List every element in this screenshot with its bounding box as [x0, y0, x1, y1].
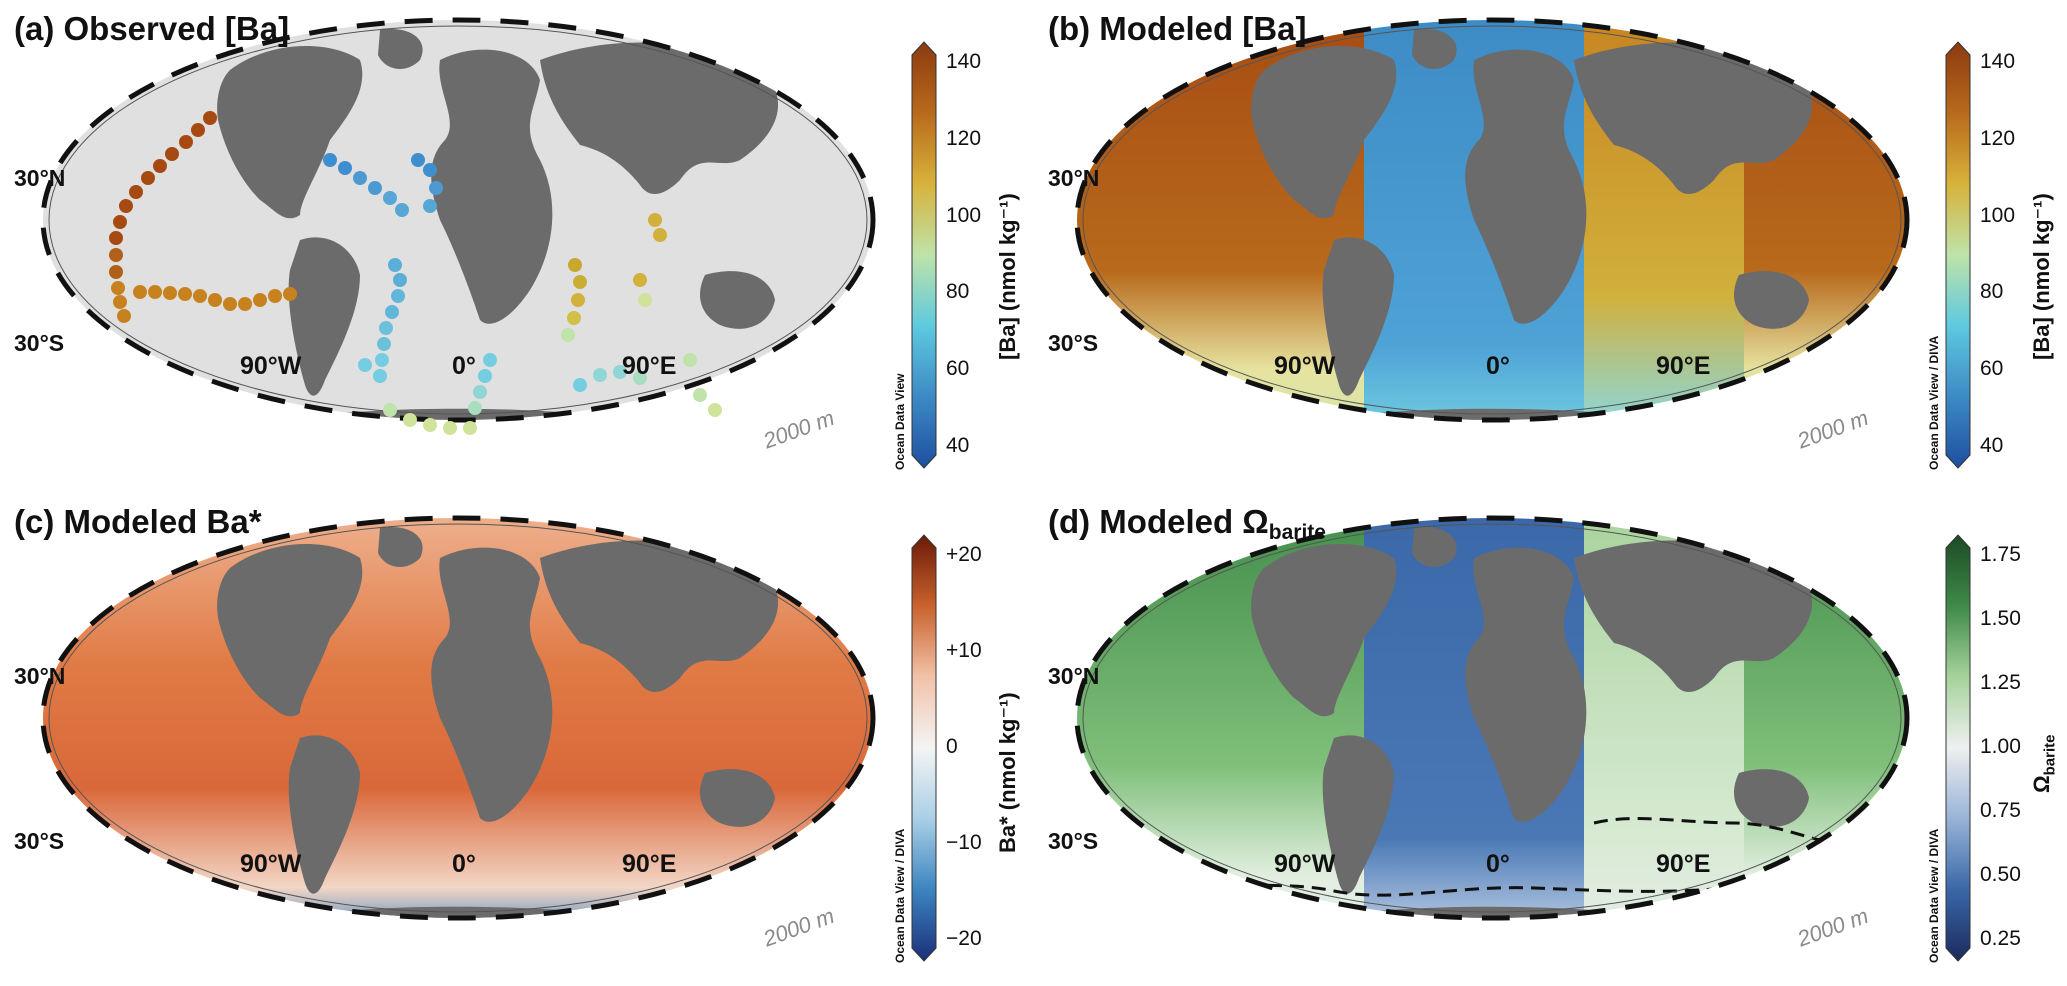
colorbar-tick: 120	[946, 126, 982, 150]
colorbar-tick: 100	[1980, 203, 2016, 227]
colorbar-label-a: [Ba] (nmol kg⁻¹)	[995, 193, 1020, 360]
panel-title-c: (c) Modeled Ba*	[14, 503, 262, 540]
panel-b	[1034, 0, 2067, 493]
lon-label-0: 0°	[452, 352, 476, 380]
lat-label-30s: 30°S	[1048, 330, 1099, 356]
data-credit: Ocean Data View / DIVA	[1927, 335, 1941, 470]
data-credit: Ocean Data View	[893, 373, 907, 471]
colorbar-label-c: Ba* (nmol kg⁻¹)	[995, 692, 1020, 853]
lat-label-30n: 30°N	[1048, 663, 1100, 689]
colorbar-c	[911, 534, 937, 962]
ocean-field-d	[1077, 518, 1907, 918]
lat-label-30s: 30°S	[1048, 828, 1099, 854]
colorbar-d	[1945, 534, 1971, 962]
lat-label-30n: 30°N	[14, 663, 66, 689]
lon-label-0: 0°	[452, 850, 476, 878]
colorbar-tick: 40	[946, 434, 970, 457]
colorbar-tick: +20	[946, 543, 982, 566]
colorbar-tick: 140	[946, 50, 982, 73]
colorbar-tick: 60	[946, 357, 970, 381]
colorbar-tick: 1.75	[1980, 543, 2021, 566]
panel-a	[0, 0, 1034, 493]
data-credit: Ocean Data View / DIVA	[1927, 828, 1941, 963]
saturation-contour	[1113, 861, 1865, 897]
colorbar-tick: 140	[1980, 50, 2016, 73]
map-c	[40, 515, 876, 921]
colorbar-tick: 40	[1980, 434, 2004, 457]
panel-d	[1034, 493, 2067, 986]
panel-c	[0, 493, 1034, 986]
colorbar-tick: 60	[1980, 357, 2004, 381]
map-a	[40, 17, 876, 435]
colorbar-tick: 1.25	[1980, 671, 2021, 694]
lon-label-90w: 90°W	[240, 352, 302, 380]
panel-title-d: (d) Modeled Ωbarite	[1048, 503, 1326, 544]
colorbar-tick: 0.50	[1980, 863, 2021, 886]
lat-label-30s: 30°S	[14, 330, 65, 356]
panel-title-b: (b) Modeled [Ba]	[1048, 10, 1307, 47]
lon-label-90w: 90°W	[1274, 850, 1336, 878]
data-credit: Ocean Data View / DIVA	[893, 828, 907, 963]
colorbar-tick: −10	[946, 831, 982, 854]
lat-label-30n: 30°N	[14, 165, 66, 191]
lon-label-0: 0°	[1486, 850, 1510, 878]
map-d	[1074, 515, 1910, 921]
lon-label-90w: 90°W	[1274, 352, 1336, 380]
colorbar-tick: 0	[946, 735, 958, 758]
lon-label-0: 0°	[1486, 352, 1510, 380]
colorbar-tick: 0.25	[1980, 927, 2021, 950]
colorbar-tick: 120	[1980, 126, 2016, 150]
lon-label-90e: 90°E	[1656, 352, 1711, 380]
panel-title-a: (a) Observed [Ba]	[14, 10, 290, 47]
colorbar-a	[911, 41, 937, 469]
ocean-field-c	[43, 518, 873, 918]
lon-label-90e: 90°E	[622, 850, 677, 878]
observation-points	[109, 111, 722, 435]
colorbar-tick: 1.00	[1980, 735, 2021, 758]
colorbar-tick: 100	[946, 203, 982, 227]
lon-label-90e: 90°E	[1656, 850, 1711, 878]
colorbar-tick: 80	[946, 280, 970, 304]
colorbar-tick: 1.50	[1980, 607, 2021, 630]
map-b	[1074, 17, 1910, 423]
lon-label-90w: 90°W	[240, 850, 302, 878]
colorbar-tick: +10	[946, 639, 982, 662]
colorbar-b	[1945, 41, 1971, 469]
lat-label-30n: 30°N	[1048, 165, 1100, 191]
colorbar-label-d: Ωbarite	[2029, 734, 2059, 794]
colorbar-tick: 0.75	[1980, 799, 2021, 822]
lon-label-90e: 90°E	[622, 352, 677, 380]
colorbar-tick: −20	[946, 927, 982, 950]
lat-label-30s: 30°S	[14, 828, 65, 854]
colorbar-tick: 80	[1980, 280, 2004, 304]
colorbar-label-b: [Ba] (nmol kg⁻¹)	[2029, 193, 2054, 360]
